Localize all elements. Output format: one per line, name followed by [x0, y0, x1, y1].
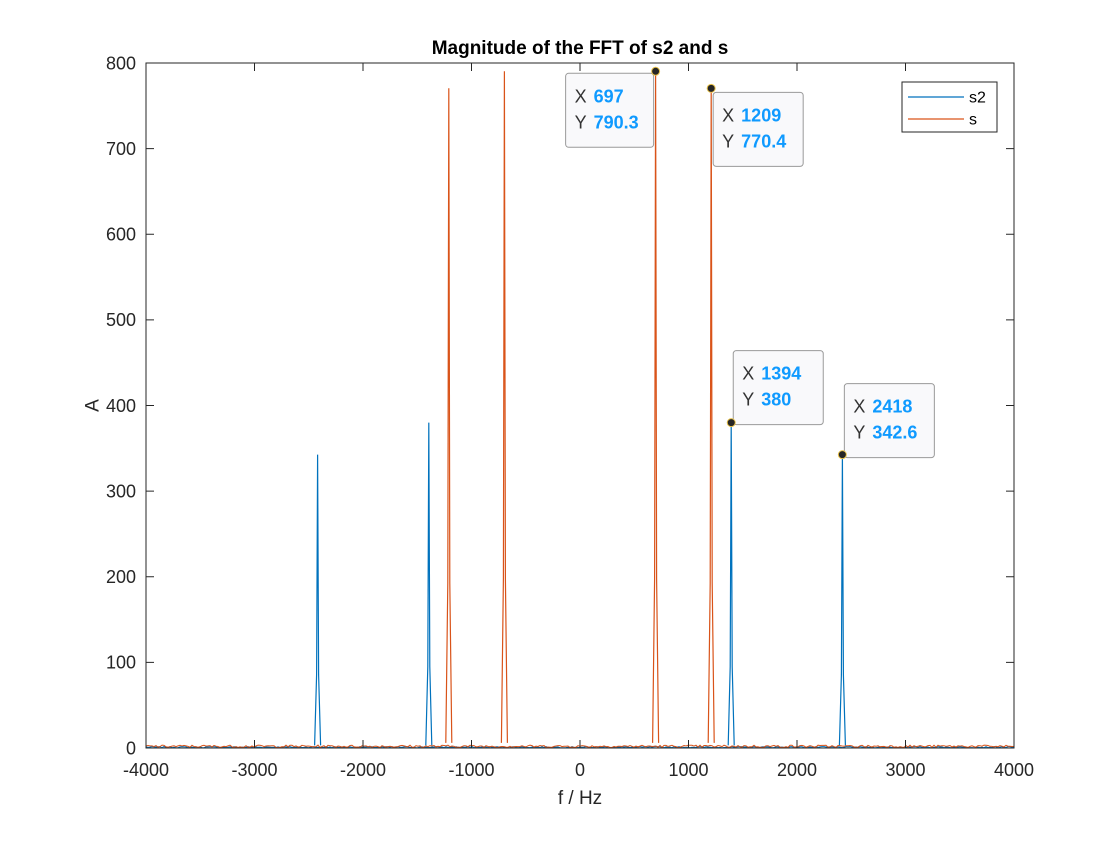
legend-box	[901, 81, 998, 133]
datatip-y-label: Y	[853, 423, 865, 443]
datatip-y-label: Y	[722, 131, 734, 151]
x-tick-label: 2000	[777, 760, 817, 780]
y-tick-label: 500	[106, 310, 136, 330]
x-tick-label: -4000	[123, 760, 169, 780]
y-tick-label: 700	[106, 139, 136, 159]
datatip[interactable]: X 1209 Y 770.4	[706, 83, 804, 167]
datatip-layer: X 697 Y 790.3 X 1209 Y 770.4 X 1394 Y 380 X 2418 Y 342.…	[565, 66, 935, 460]
datatip-marker[interactable]	[706, 83, 716, 93]
datatip-x-value: 1209	[741, 105, 781, 125]
y-tick-label: 600	[106, 225, 136, 245]
datatip-y-label: Y	[742, 390, 754, 410]
datatip[interactable]: X 697 Y 790.3	[565, 66, 661, 148]
y-tick-label: 400	[106, 396, 136, 416]
x-tick-label: 1000	[668, 760, 708, 780]
x-tick-label: -1000	[448, 760, 494, 780]
datatip[interactable]: X 2418 Y 342.6	[837, 383, 935, 460]
datatip-box	[732, 350, 824, 426]
datatip-marker[interactable]	[651, 66, 661, 76]
y-tick-label: 800	[106, 53, 136, 73]
series-s2-peak	[425, 422, 433, 746]
legend-label-s: s	[969, 112, 977, 129]
datatip-x-label: X	[575, 86, 587, 106]
datatip-y-value: 790.3	[594, 112, 639, 132]
x-tick-label: 4000	[994, 760, 1034, 780]
datatip-x-value: 1394	[761, 364, 801, 384]
datatip-marker[interactable]	[837, 450, 847, 460]
datatip-marker[interactable]	[726, 418, 736, 428]
datatip-x-value: 697	[594, 86, 624, 106]
datatip-x-label: X	[742, 364, 754, 384]
chart-title: Magnitude of the FFT of s2 and s	[432, 38, 729, 59]
datatip-y-value: 380	[761, 390, 791, 410]
series-s-peak	[500, 71, 508, 743]
datatip-x-value: 2418	[872, 397, 912, 417]
datatip-y-value: 342.6	[872, 423, 917, 443]
datatip-box	[565, 72, 655, 148]
ticks-layer: -4000 -3000 -2000 -1000 0 1000 2000 3000 4000 0 10…	[106, 53, 1034, 780]
datatip-box	[712, 91, 804, 167]
y-tick-label: 200	[106, 567, 136, 587]
x-tick-label: 0	[575, 760, 585, 780]
datatip-x-label: X	[722, 105, 734, 125]
datatip-box	[843, 383, 935, 459]
y-tick-label: 300	[106, 481, 136, 501]
y-tick-label: 0	[126, 738, 136, 758]
legend[interactable]: s2 s	[901, 81, 998, 133]
series-layer	[145, 71, 1015, 749]
series-s-peak	[445, 88, 453, 743]
datatip-y-label: Y	[575, 112, 587, 132]
datatip-y-value: 770.4	[741, 131, 786, 151]
x-tick-label: -3000	[231, 760, 277, 780]
series-s2-peak	[314, 454, 322, 746]
x-axis-label: f / Hz	[558, 788, 602, 809]
datatip-x-label: X	[853, 397, 865, 417]
y-tick-label: 100	[106, 653, 136, 673]
x-tick-label: 3000	[885, 760, 925, 780]
x-tick-label: -2000	[340, 760, 386, 780]
y-axis-label: A	[83, 399, 104, 412]
datatip[interactable]: X 1394 Y 380	[726, 350, 824, 428]
legend-label-s2: s2	[969, 90, 986, 107]
